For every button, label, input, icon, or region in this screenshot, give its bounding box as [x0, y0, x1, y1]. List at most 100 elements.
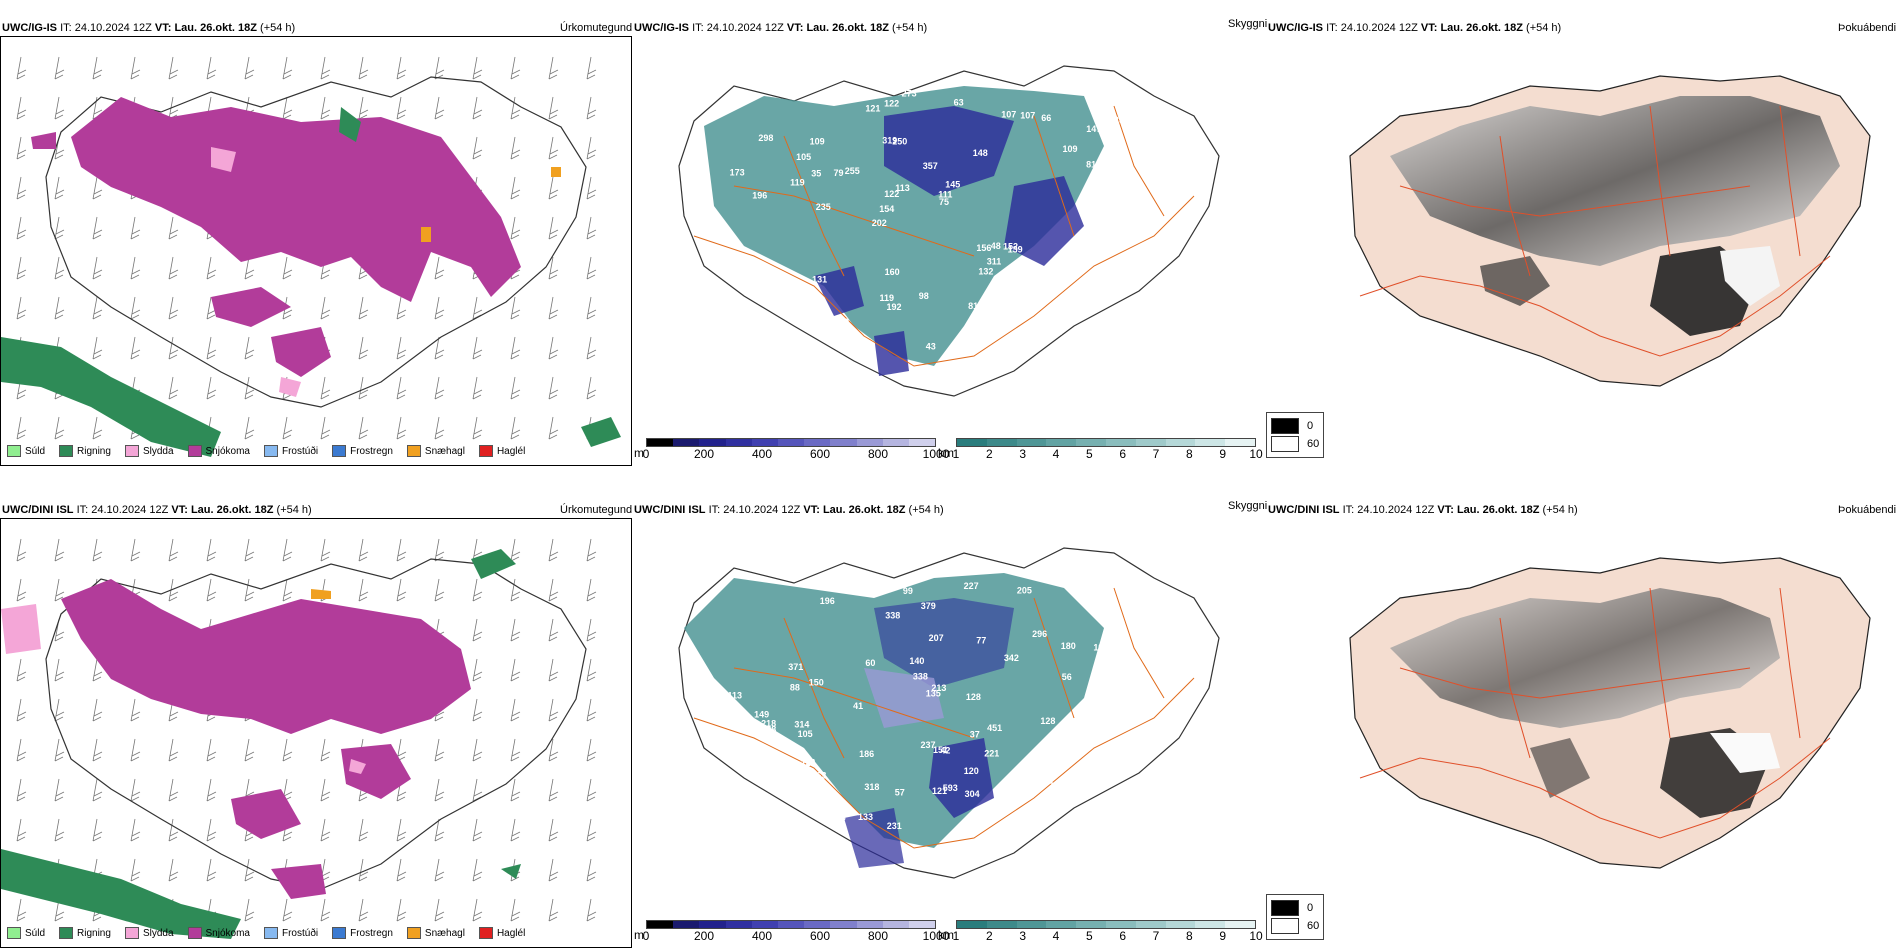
visibility-value-label: 131 — [812, 274, 827, 284]
wind-barb — [206, 376, 217, 400]
legend-label: Snæhagl — [424, 445, 465, 457]
legend-label: Snjókoma — [205, 927, 250, 939]
wind-barb — [130, 858, 141, 882]
panel1-header: UWC/DINI ISL IT: 24.10.2024 12Z VT: Lau.… — [2, 504, 312, 517]
wind-barb — [54, 698, 65, 722]
wind-barb — [548, 296, 559, 320]
visibility-value-label: 338 — [885, 610, 900, 620]
legend-label: Frostregn — [350, 445, 393, 457]
visibility-value-label: 213 — [931, 683, 946, 693]
colorbar-tick-label: 9 — [1219, 447, 1226, 461]
visibility-value-label: 81 — [968, 301, 978, 311]
colorbar-segment — [1105, 439, 1136, 446]
visibility-value-label: 135 — [926, 689, 941, 699]
visibility-value-label: 70 — [839, 317, 849, 327]
legend-swatch — [7, 445, 21, 457]
it-value: 24.10.2024 12Z — [91, 504, 169, 516]
fog-indicator-map — [1300, 36, 1900, 436]
colorbar-tick-label: 2 — [985, 929, 993, 943]
wind-barb — [16, 778, 27, 802]
wind-barb — [396, 538, 407, 562]
wind-barb — [16, 416, 27, 440]
row-1: UWC/IG-IS IT: 24.10.2024 12Z VT: Lau. 26… — [0, 0, 1900, 470]
colorbar-tick-label: 1000 — [922, 447, 950, 461]
visibility-colorbar: km 1 2 3 4 5 6 7 8 9 10 — [938, 920, 1263, 943]
colorbar-segment — [1105, 921, 1136, 928]
visibility-value-label: 122 — [884, 98, 899, 108]
wind-barb — [16, 176, 27, 200]
it-label: IT: — [1342, 504, 1355, 516]
wind-barb — [396, 96, 407, 120]
wind-barb — [510, 658, 521, 682]
wind-barb — [92, 256, 103, 280]
colorbar-tick-label: 3 — [1019, 447, 1026, 461]
visibility-value-label: 109 — [1063, 144, 1078, 154]
wind-barb — [244, 416, 255, 440]
colorbar-tick-label: 3 — [1019, 929, 1026, 943]
lead-time: (+54 h) — [1542, 504, 1578, 516]
fog-legend-swatch — [1271, 918, 1299, 934]
visibility-value-label: 38 — [735, 304, 745, 314]
legend-swatch — [59, 927, 74, 939]
visibility-value-label: 221 — [1080, 327, 1095, 337]
visibility-value-label: 109 — [810, 137, 825, 147]
wind-barb — [396, 898, 407, 922]
legend-item: Snjókoma — [187, 445, 250, 457]
wind-barb — [548, 538, 559, 562]
visibility-value-label: 48 — [991, 241, 1001, 251]
visibility-value-label: 371 — [788, 662, 803, 672]
model-name: UWC/IG-IS — [1268, 22, 1323, 34]
visibility-value-label: 134 — [1047, 327, 1062, 337]
wind-barb — [472, 336, 483, 360]
model-name: UWC/DINI ISL — [2, 504, 74, 516]
wind-barb — [54, 658, 65, 682]
visibility-value-label: 128 — [966, 692, 981, 702]
wind-barb — [358, 818, 369, 842]
altitude-unit: m — [634, 928, 644, 942]
wind-barb — [548, 416, 559, 440]
wind-barb — [168, 336, 179, 360]
panel1-title: Úrkomutegund — [560, 22, 633, 34]
wind-barb — [92, 538, 103, 562]
visibility-value-label: 83 — [811, 324, 821, 334]
colorbar-segment — [856, 921, 883, 928]
altitude-colorbar-strip — [646, 920, 936, 929]
colorbar-tick-label: 800 — [867, 447, 889, 461]
visibility-value-label: 139 — [1008, 245, 1023, 255]
colorbar-tick-label: 400 — [751, 447, 773, 461]
colorbar-segment — [1225, 921, 1255, 928]
legend-item: Snæhagl — [406, 927, 465, 939]
visibility-value-label: 152 — [1003, 242, 1018, 252]
visibility-value-label: 35 — [811, 168, 821, 178]
model-name: UWC/IG-IS — [2, 22, 57, 34]
altitude-colorbar: m 0 200 400 600 800 1000 — [634, 438, 949, 461]
colorbar-segment — [673, 439, 700, 446]
visibility-value-label: 72 — [872, 581, 882, 591]
visibility-value-label: 357 — [923, 161, 938, 171]
colorbar-segment — [882, 439, 909, 446]
visibility-value-label: 522 — [737, 341, 752, 351]
visibility-value-label: 128 — [1040, 716, 1055, 726]
visibility-value-label: 207 — [736, 316, 751, 326]
colorbar-segment — [830, 921, 857, 928]
fog-legend-row: 0 — [1271, 899, 1319, 917]
visibility-ticks: 1 2 3 4 5 6 7 8 9 10 — [953, 447, 1263, 461]
wind-barb — [244, 56, 255, 80]
wind-barb — [244, 376, 255, 400]
colorbar-tick-label: 6 — [1119, 447, 1126, 461]
legend-item: Slydda — [124, 445, 174, 457]
wind-barb — [510, 538, 521, 562]
it-label: IT: — [1326, 22, 1338, 34]
wind-barb — [320, 778, 331, 802]
wind-barb — [586, 738, 597, 762]
wind-barb — [206, 778, 217, 802]
wind-barb — [586, 898, 597, 922]
visibility-value-label: 379 — [921, 601, 936, 611]
wind-barb — [434, 376, 445, 400]
colorbar-tick-label: 8 — [1185, 447, 1193, 461]
wind-barb — [168, 296, 179, 320]
wind-barb — [434, 738, 445, 762]
colorbar-segment — [1016, 439, 1047, 446]
wind-barb — [92, 296, 103, 320]
visibility-map-svg: 389 205 196 296 151 150 105 131 180 342 149 33 221 13… — [678, 547, 1220, 879]
